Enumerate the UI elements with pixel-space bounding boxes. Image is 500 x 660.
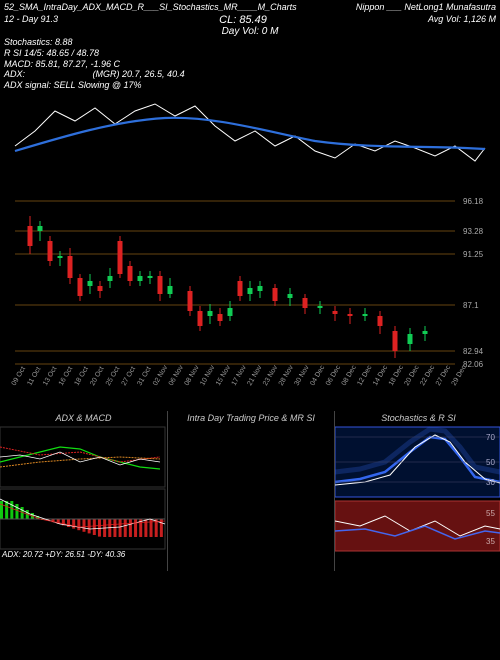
header-left: 52_SMA_IntraDay_ADX_MACD_R___SI_Stochast… — [4, 2, 297, 12]
svg-text:70: 70 — [486, 433, 495, 442]
dayvol-label: Day Vol: 0 M — [0, 26, 500, 37]
chart-header: 52_SMA_IntraDay_ADX_MACD_R___SI_Stochast… — [0, 0, 500, 14]
bottom-panels: ADX & MACD ADX: 20.72 +DY: 26.51 -DY: 40… — [0, 411, 500, 571]
svg-text:11 Oct: 11 Oct — [26, 366, 42, 387]
svg-text:16 Oct: 16 Oct — [58, 366, 74, 387]
stoch-rsi-panel: Stochastics & R SI 70 50 30 55 35 — [334, 411, 500, 571]
sma-line-panel — [0, 91, 500, 181]
candle-panel: 96.1893.2891.2587.182.9482.0609 Oct11 Oc… — [0, 181, 500, 411]
close-label: CL: 85.49 — [58, 14, 428, 26]
svg-text:50: 50 — [486, 458, 495, 467]
svg-text:93.28: 93.28 — [463, 227, 484, 236]
summary-row: 12 - Day 91.3 CL: 85.49 Avg Vol: 1,126 M — [0, 14, 500, 26]
svg-text:91.25: 91.25 — [463, 250, 484, 259]
intraday-panel: Intra Day Trading Price & MR SI — [167, 411, 334, 571]
adx-label: ADX: — [4, 69, 25, 79]
header-right: Nippon ___ NetLong1 Munafasutra — [356, 2, 496, 12]
stoch-title: Stochastics & R SI — [335, 411, 500, 425]
stoch-text: Stochastics: 8.88 — [4, 37, 496, 48]
svg-text:31 Oct: 31 Oct — [136, 366, 152, 387]
intra-title: Intra Day Trading Price & MR SI — [168, 411, 334, 425]
indicator-block: Stochastics: 8.88 R SI 14/5: 48.65 / 48.… — [0, 37, 500, 91]
adx-macd-panel: ADX & MACD ADX: 20.72 +DY: 26.51 -DY: 40… — [0, 411, 167, 571]
svg-text:30: 30 — [486, 478, 495, 487]
svg-text:25 Oct: 25 Oct — [105, 366, 121, 387]
svg-text:13 Oct: 13 Oct — [42, 366, 58, 387]
adx-values: (MGR) 20.7, 26.5, 40.4 — [93, 69, 185, 79]
macd-text: MACD: 85.81, 87.27, -1.96 C — [4, 59, 496, 70]
svg-text:20 Oct: 20 Oct — [89, 366, 105, 387]
adx-title: ADX & MACD — [0, 411, 167, 425]
svg-text:96.18: 96.18 — [463, 197, 484, 206]
svg-text:29 Dec: 29 Dec — [451, 364, 468, 387]
rsi-text: R SI 14/5: 48.65 / 48.78 — [4, 48, 496, 59]
sma-label: 12 - Day 91.3 — [4, 14, 58, 26]
svg-text:09 Oct: 09 Oct — [11, 366, 27, 387]
svg-text:18 Oct: 18 Oct — [74, 366, 90, 387]
adx-footer: ADX: 20.72 +DY: 26.51 -DY: 40.36 — [0, 550, 167, 559]
avgvol-label: Avg Vol: 1,126 M — [428, 14, 496, 26]
svg-text:87.1: 87.1 — [463, 301, 479, 310]
svg-text:55: 55 — [486, 509, 495, 518]
svg-text:35: 35 — [486, 537, 495, 546]
adx-signal: ADX signal: SELL Slowing @ 17% — [4, 80, 496, 91]
svg-text:27 Oct: 27 Oct — [121, 366, 137, 387]
svg-text:82.94: 82.94 — [463, 347, 484, 356]
